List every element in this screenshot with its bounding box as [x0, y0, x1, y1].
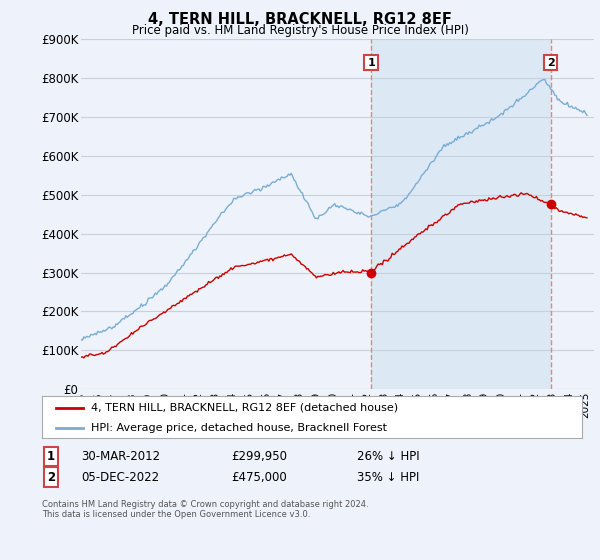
Text: 2: 2	[47, 470, 55, 484]
Text: £475,000: £475,000	[231, 470, 287, 484]
Text: HPI: Average price, detached house, Bracknell Forest: HPI: Average price, detached house, Brac…	[91, 423, 386, 433]
Text: Contains HM Land Registry data © Crown copyright and database right 2024.
This d: Contains HM Land Registry data © Crown c…	[42, 500, 368, 519]
Text: £299,950: £299,950	[231, 450, 287, 463]
Text: 1: 1	[47, 450, 55, 463]
Text: 2: 2	[547, 58, 554, 68]
Text: 30-MAR-2012: 30-MAR-2012	[81, 450, 160, 463]
Text: 26% ↓ HPI: 26% ↓ HPI	[357, 450, 419, 463]
Text: 1: 1	[367, 58, 375, 68]
Text: 05-DEC-2022: 05-DEC-2022	[81, 470, 159, 484]
Text: Price paid vs. HM Land Registry's House Price Index (HPI): Price paid vs. HM Land Registry's House …	[131, 24, 469, 37]
Text: 4, TERN HILL, BRACKNELL, RG12 8EF (detached house): 4, TERN HILL, BRACKNELL, RG12 8EF (detac…	[91, 403, 398, 413]
Text: 35% ↓ HPI: 35% ↓ HPI	[357, 470, 419, 484]
Bar	[371, 39, 551, 389]
Text: 4, TERN HILL, BRACKNELL, RG12 8EF: 4, TERN HILL, BRACKNELL, RG12 8EF	[148, 12, 452, 27]
